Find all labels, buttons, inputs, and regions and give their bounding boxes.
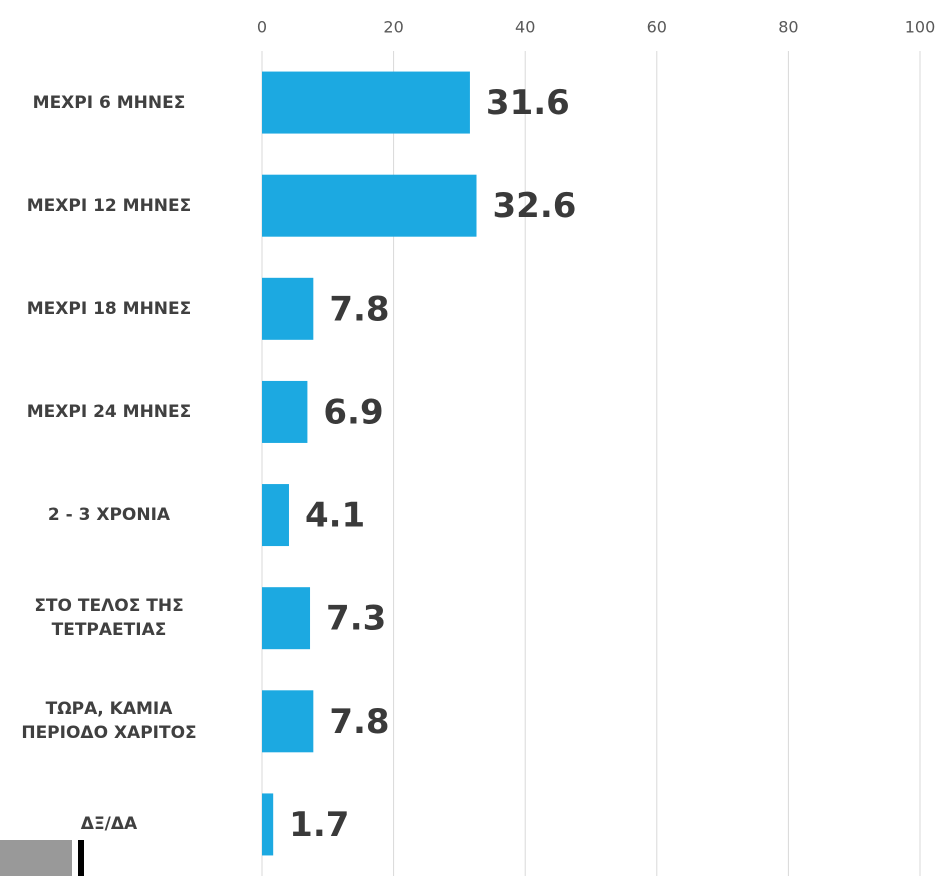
value-label: 1.7 (289, 805, 349, 845)
value-label: 7.8 (329, 289, 389, 329)
category-label: ΤΩΡΑ, ΚΑΜΙΑ ΠΕΡΙΟΔΟ ΧΑΡΙΤΟΣ (21, 699, 197, 744)
bar (262, 690, 314, 753)
value-label: 32.6 (493, 186, 577, 226)
category-label: ΣΤΟ ΤΕΛΟΣ ΤΗΣ ΤΕΤΡΑΕΤΙΑΣ (34, 596, 184, 641)
x-tick-label: 80 (778, 18, 798, 37)
bar (262, 71, 470, 134)
x-tick-label: 20 (383, 18, 403, 37)
bar (262, 174, 477, 237)
bar (262, 484, 289, 547)
x-tick-label: 40 (515, 18, 535, 37)
value-label: 7.3 (326, 599, 386, 639)
x-tick-label: 60 (647, 18, 667, 37)
value-label: 6.9 (323, 392, 383, 432)
category-label: 2 - 3 ΧΡΟΝΙΑ (47, 505, 171, 526)
artifact-block (0, 840, 72, 876)
bar (262, 380, 308, 443)
bar (262, 587, 311, 650)
bar (262, 793, 274, 856)
category-label: ΜΕΧΡΙ 12 ΜΗΝΕΣ (26, 195, 192, 216)
category-label: ΜΕΧΡΙ 18 ΜΗΝΕΣ (26, 298, 192, 319)
category-label: ΜΕΧΡΙ 6 ΜΗΝΕΣ (32, 92, 186, 113)
category-label: ΔΞ/ΔΑ (80, 814, 138, 835)
x-tick-label: 0 (257, 18, 267, 37)
artifact-bar (78, 840, 84, 876)
category-label: ΜΕΧΡΙ 24 ΜΗΝΕΣ (26, 401, 192, 422)
value-label: 7.8 (329, 702, 389, 742)
value-label: 31.6 (486, 83, 570, 123)
x-tick-label: 100 (905, 18, 936, 37)
bar (262, 277, 314, 340)
value-label: 4.1 (305, 496, 365, 536)
